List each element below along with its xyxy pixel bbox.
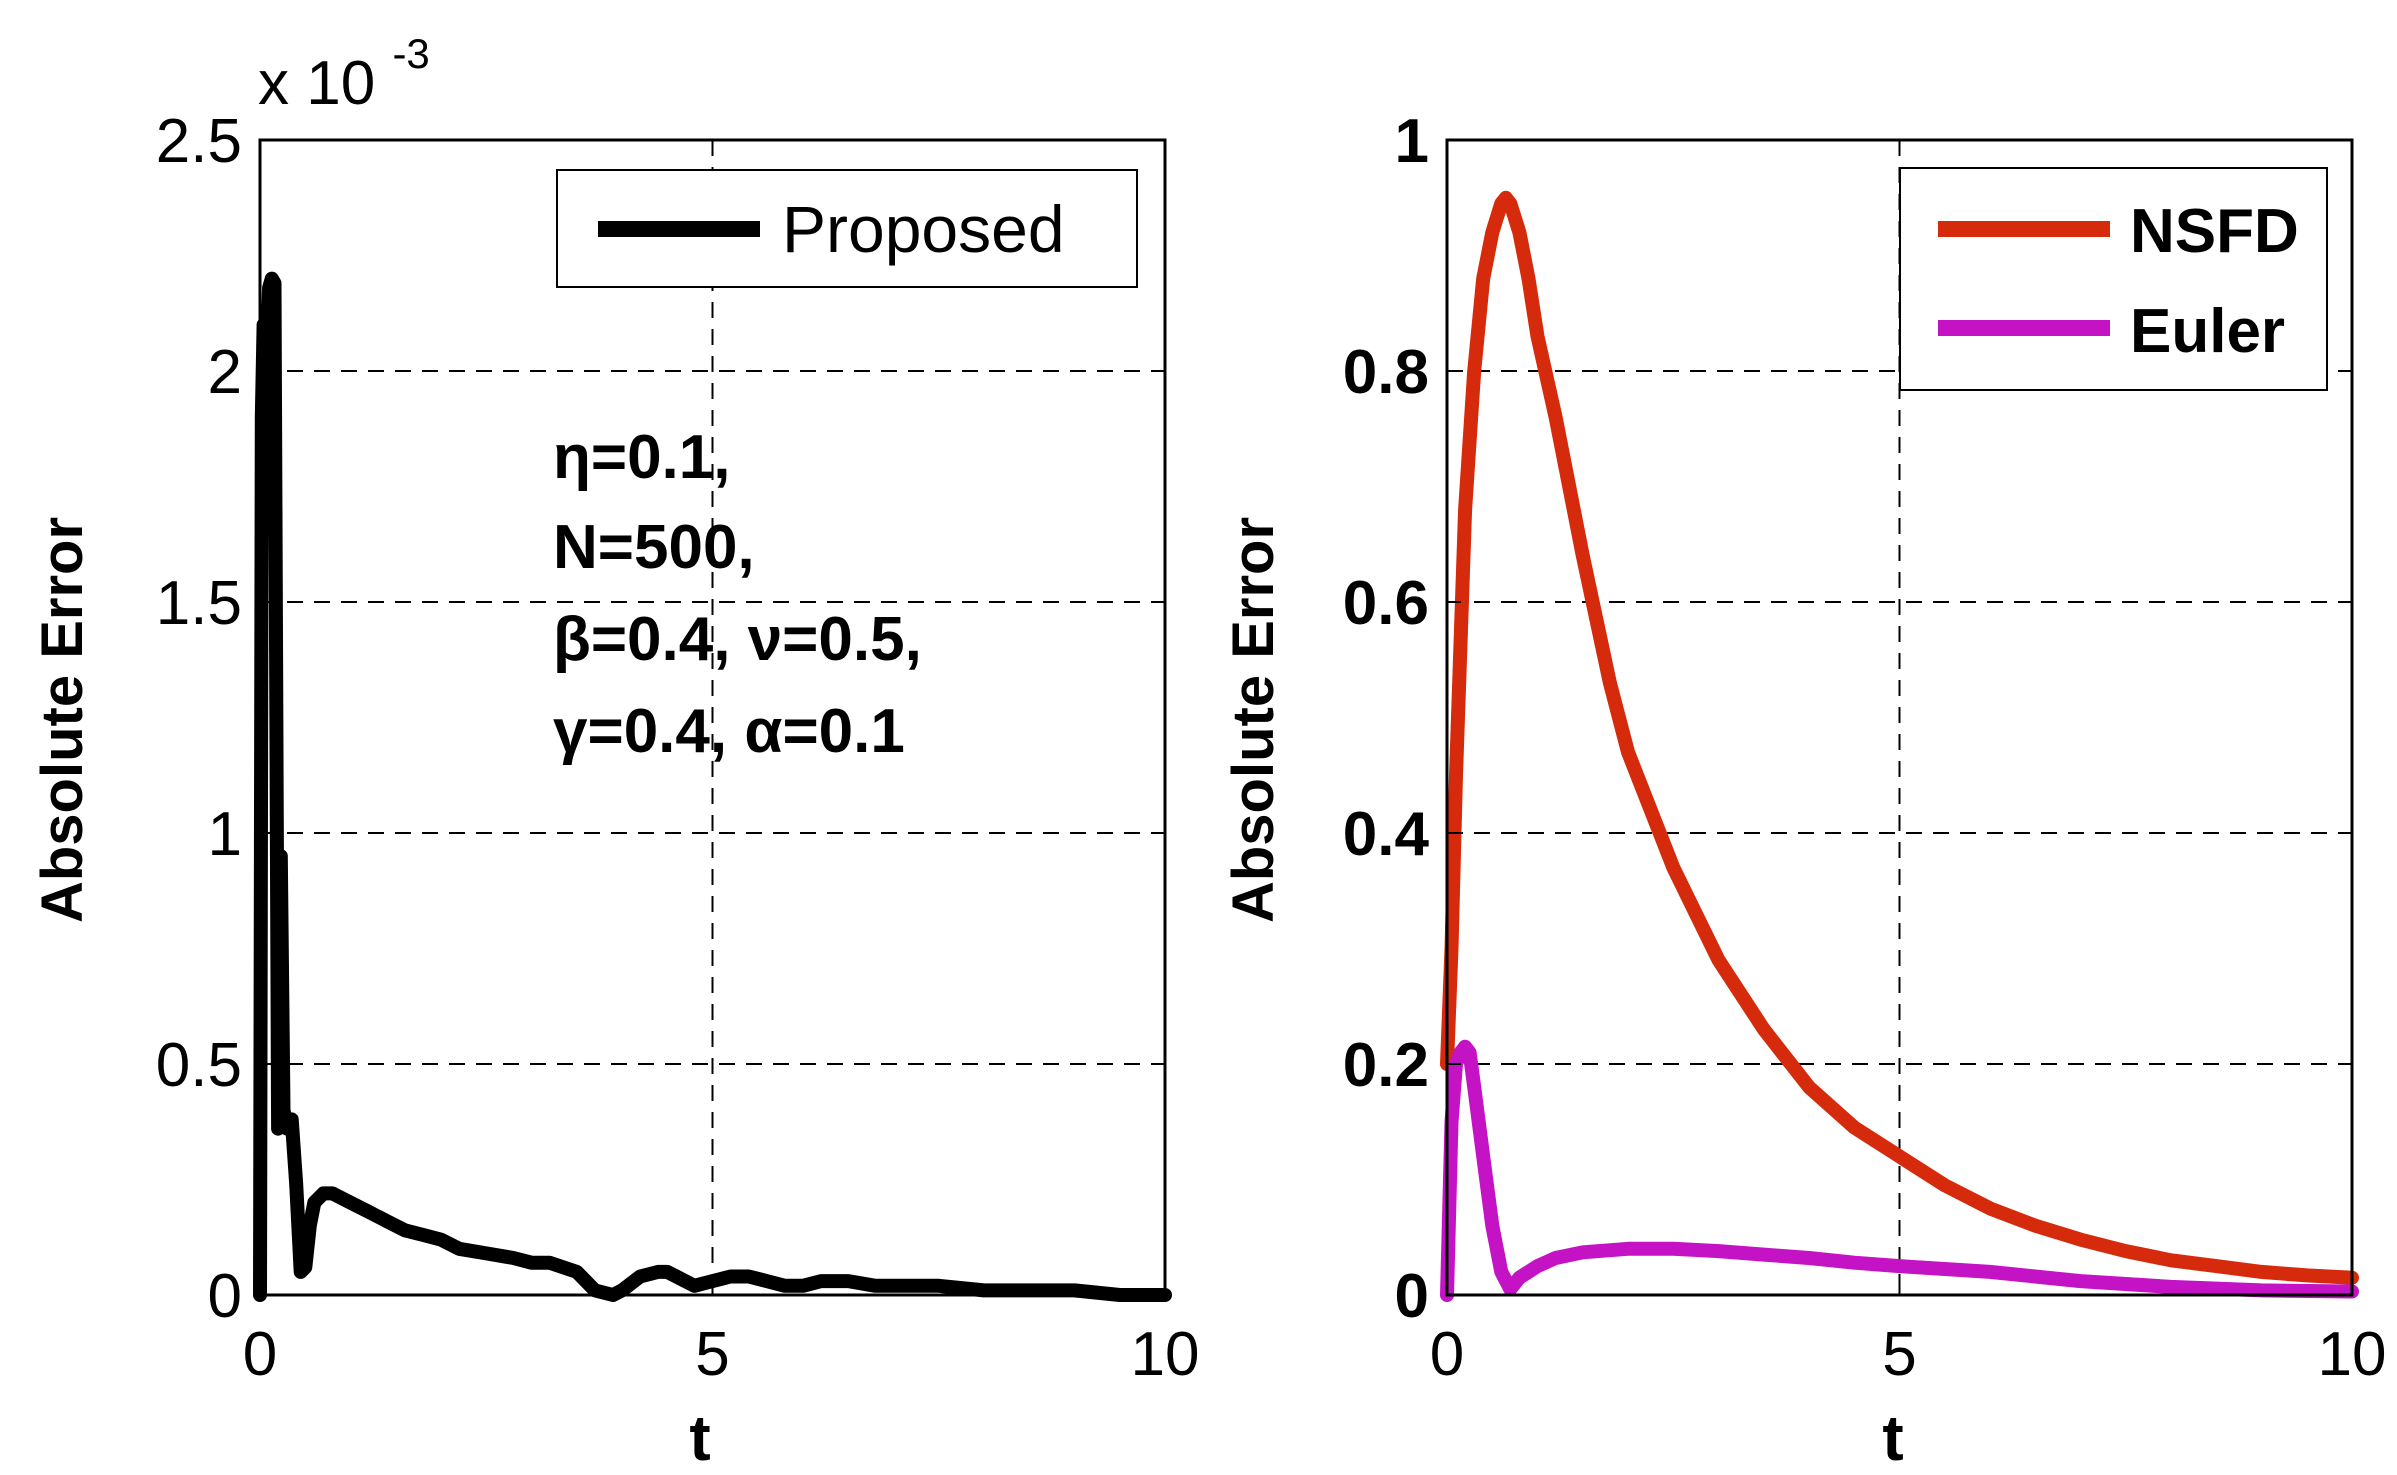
right-x-tick-label: 5 — [1882, 1320, 1916, 1389]
left-x-tick-labels: 0 5 10 — [243, 1320, 1200, 1389]
left-chart-panel: 0 5 10 0 0.5 1 1.5 2 2.5 x 10 -3 t Absolute Err… — [30, 30, 1199, 1474]
annotation-line-4: γ=0.4, α=0.1 — [553, 697, 905, 766]
right-tick-marks — [1446, 139, 2353, 1296]
right-series-group — [1440, 190, 2359, 1302]
legend-label-nsfd: NSFD — [2130, 197, 2299, 266]
left-y-tick-labels: 0 0.5 1 1.5 2 2.5 — [156, 107, 242, 1331]
right-y-tick-label: 0.4 — [1343, 800, 1430, 869]
right-x-tick-label: 10 — [2318, 1320, 2387, 1389]
legend-label-proposed: Proposed — [782, 192, 1065, 266]
right-y-axis-label: Absolute Error — [1221, 517, 1286, 923]
left-tick-marks — [259, 139, 1166, 1296]
right-legend: NSFD Euler — [1899, 167, 2328, 391]
left-legend: Proposed — [556, 169, 1138, 288]
right-legend-box — [1899, 167, 2328, 391]
left-y-multiplier-exponent: -3 — [392, 30, 429, 77]
right-y-tick-label: 0.6 — [1343, 569, 1429, 638]
left-x-tick-label: 10 — [1131, 1320, 1200, 1389]
left-y-multiplier-base: x 10 — [258, 49, 375, 118]
left-y-tick-label: 1.5 — [156, 569, 242, 638]
left-series-group — [253, 271, 1172, 1302]
left-gridlines — [260, 140, 1165, 1295]
series-line-euler — [1440, 1039, 2359, 1302]
right-x-tick-label: 0 — [1430, 1320, 1464, 1389]
left-y-tick-label: 2 — [208, 338, 242, 407]
left-y-tick-label: 0.5 — [156, 1031, 242, 1100]
right-x-axis-label: t — [1882, 1402, 1903, 1474]
annotation-line-3: β=0.4, ν=0.5, — [553, 605, 922, 674]
right-y-tick-label: 0.2 — [1343, 1031, 1429, 1100]
right-y-tick-label: 0 — [1395, 1262, 1429, 1331]
left-y-tick-label: 2.5 — [156, 107, 242, 176]
legend-label-euler: Euler — [2130, 297, 2285, 366]
annotation-line-1: η=0.1, — [553, 423, 731, 492]
left-annotation: η=0.1, N=500, β=0.4, ν=0.5, γ=0.4, α=0.1 — [553, 423, 922, 766]
left-y-tick-label: 0 — [208, 1262, 242, 1331]
right-chart-panel: 0 5 10 0 0.2 0.4 0.6 0.8 1 t Absolute Error NSF… — [1221, 107, 2386, 1474]
right-x-tick-labels: 0 5 10 — [1430, 1320, 2387, 1389]
annotation-line-2: N=500, — [553, 513, 755, 582]
right-y-tick-labels: 0 0.2 0.4 0.6 0.8 1 — [1343, 107, 1430, 1331]
series-line-nsfd — [1440, 190, 2359, 1285]
left-y-axis-label: Absolute Error — [30, 517, 95, 923]
left-y-tick-label: 1 — [208, 800, 242, 869]
right-y-tick-label: 1 — [1395, 107, 1429, 176]
left-x-axis-label: t — [689, 1402, 710, 1474]
left-y-multiplier: x 10 -3 — [258, 30, 430, 118]
series-line-proposed — [253, 271, 1172, 1302]
left-x-tick-label: 0 — [243, 1320, 277, 1389]
left-x-tick-label: 5 — [695, 1320, 729, 1389]
right-y-tick-label: 0.8 — [1343, 338, 1429, 407]
